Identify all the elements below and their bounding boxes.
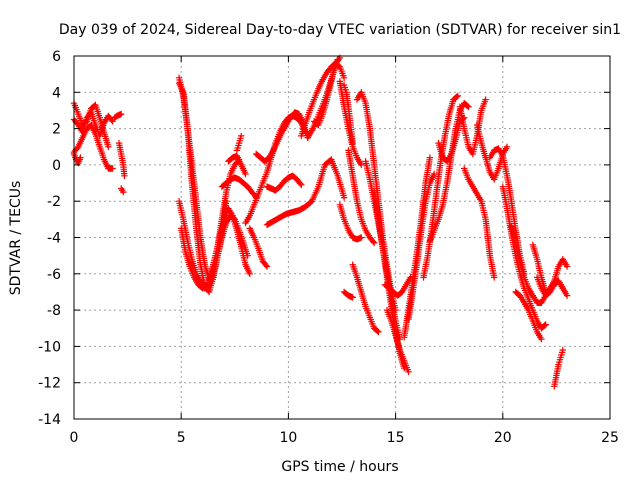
marker-path (405, 170, 438, 323)
marker-path (512, 288, 545, 343)
series-track-47 (533, 274, 571, 299)
marker-path (340, 288, 356, 301)
series-track-25 (340, 81, 356, 147)
y-tick-label: -10 (38, 339, 61, 355)
marker-path (345, 147, 378, 247)
series-track-32 (381, 274, 414, 299)
x-tick-label: 15 (387, 430, 405, 446)
y-tick-label: -2 (47, 194, 61, 210)
marker-path (118, 185, 127, 196)
series-track-35 (405, 170, 438, 323)
marker-path (178, 205, 253, 292)
marker-path (381, 274, 414, 299)
marker-path (336, 78, 365, 169)
y-tick-label: 2 (52, 122, 61, 138)
marker-path (218, 174, 260, 201)
y-tick-label: -12 (38, 376, 61, 392)
marker-path (233, 132, 245, 154)
x-tick-label: 10 (279, 430, 297, 446)
marker-path (263, 172, 305, 194)
tick-marks (73, 55, 611, 420)
series-track-27 (345, 147, 378, 247)
series-track-36 (420, 92, 461, 281)
marker-path (533, 274, 571, 299)
y-tick-label: -8 (47, 303, 61, 319)
y-tick-label: -14 (38, 412, 61, 428)
marker-path (349, 261, 382, 336)
y-tick-label: 4 (52, 85, 61, 101)
y-tick-label: 6 (52, 49, 61, 65)
marker-path (225, 152, 249, 178)
series-track-14 (233, 132, 245, 154)
chart-title: Day 039 of 2024, Sidereal Day-to-day VTE… (59, 22, 621, 38)
y-tick-label: 0 (52, 158, 61, 174)
series-track-18 (263, 172, 305, 194)
series-track-24 (336, 201, 365, 243)
marker-path (551, 346, 566, 390)
series-track-40 (461, 165, 498, 281)
series-track-45 (512, 288, 545, 343)
marker-path (461, 165, 498, 281)
series-track-28 (349, 261, 382, 336)
series-track-05 (111, 110, 125, 121)
x-tick-label: 25 (601, 430, 619, 446)
marker-path (340, 81, 356, 147)
series-track-22 (310, 54, 344, 129)
marker-path (383, 306, 412, 375)
x-axis-label: GPS time / hours (281, 459, 398, 475)
series-track-15 (246, 225, 271, 270)
series-track-13 (225, 152, 249, 178)
tick-labels: 0 5 10 15 20 25 -14 -12 -10 -8 -6 -4 -2 0 2 4 6 (38, 49, 619, 446)
y-axis-label: SDTVAR / TECUs (8, 181, 24, 296)
x-tick-label: 20 (494, 430, 512, 446)
series-track-06 (115, 139, 128, 179)
marker-path (336, 201, 365, 243)
x-tick-label: 0 (70, 430, 79, 446)
series-track-26 (340, 288, 356, 301)
marker-path (310, 54, 344, 129)
y-tick-label: -6 (47, 267, 61, 283)
series-track-11 (178, 205, 253, 292)
marker-path (115, 139, 128, 179)
x-tick-label: 5 (177, 430, 186, 446)
y-tick-label: -4 (47, 231, 61, 247)
data-points (70, 54, 571, 390)
series-track-19 (263, 156, 348, 228)
marker-path (420, 92, 461, 281)
series-track-07 (118, 185, 127, 196)
series-track-12 (218, 174, 260, 201)
marker-path (263, 156, 348, 228)
series-track-23 (336, 78, 365, 169)
marker-path (246, 225, 271, 270)
series-track-33 (383, 306, 412, 375)
series-track-48 (551, 346, 566, 390)
marker-path (111, 110, 125, 121)
